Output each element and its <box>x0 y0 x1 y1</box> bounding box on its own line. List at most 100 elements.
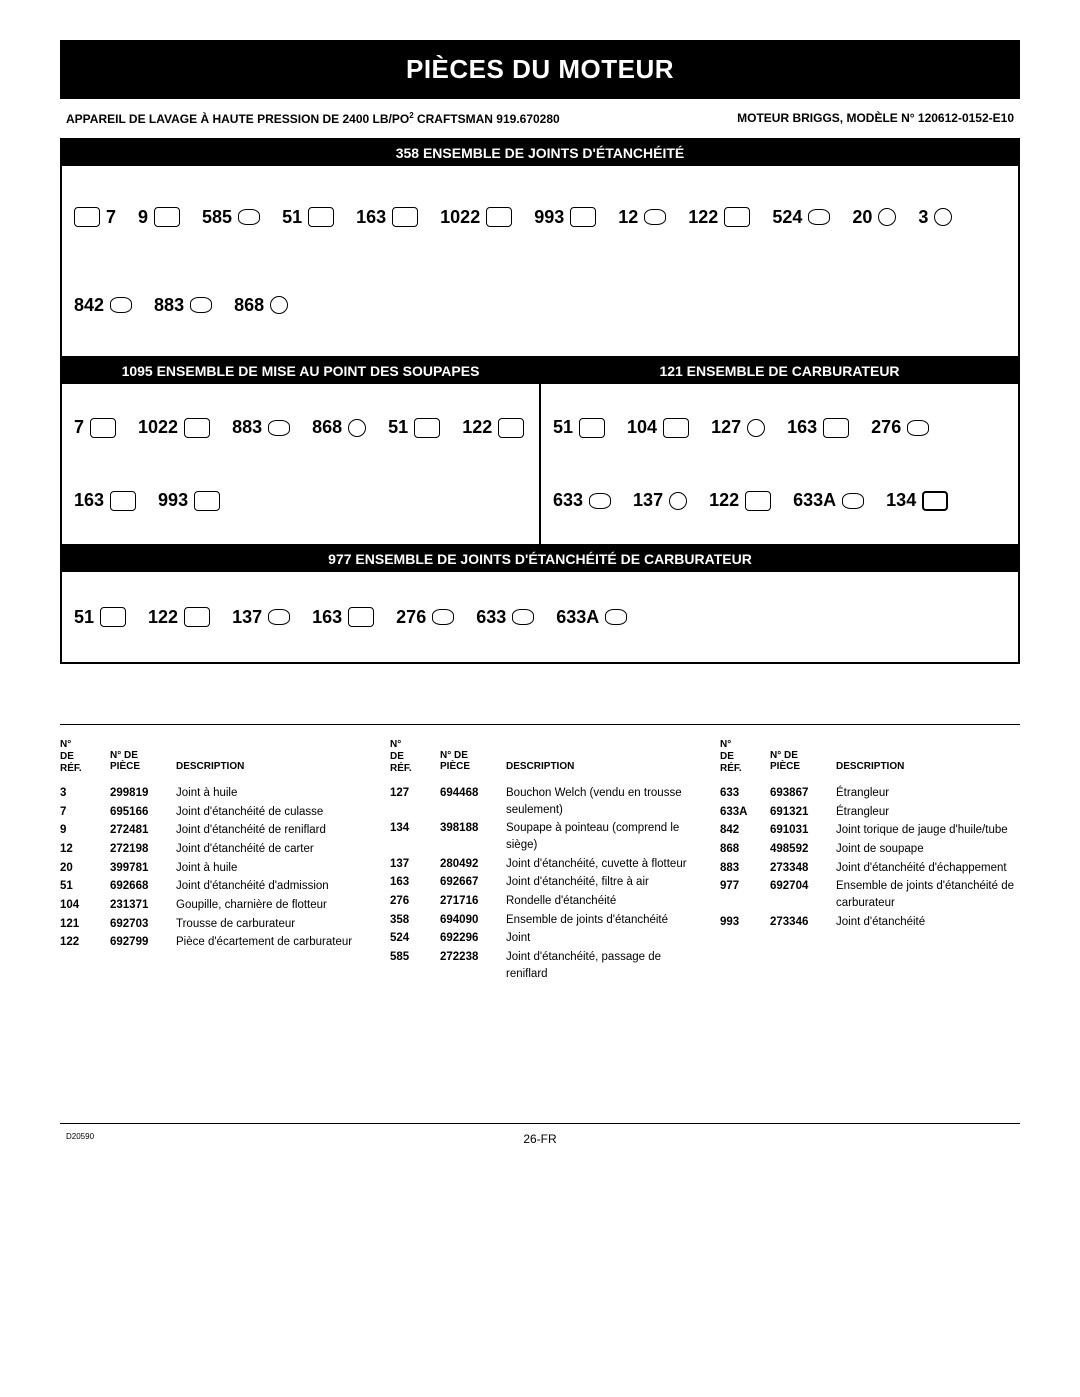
part-number: 273346 <box>770 914 836 931</box>
part-number: 271716 <box>440 893 506 910</box>
part-description: Bouchon Welch (vendu en trousse seulemen… <box>506 785 690 818</box>
oring-icon <box>808 209 830 225</box>
section-row-2: 1095 ENSEMBLE DE MISE AU POINT DES SOUPA… <box>62 358 1018 546</box>
section-358: 358 ENSEMBLE DE JOINTS D'ÉTANCHÉITÉ 7 9 … <box>62 140 1018 358</box>
table-row: 137280492Joint d'étanchéité, cuvette à f… <box>390 856 690 873</box>
ref-number: 993 <box>720 914 770 931</box>
table-row: 842691031Joint torique de jauge d'huile/… <box>720 822 1020 839</box>
ref-number: 137 <box>390 856 440 873</box>
section-1095-head: 1095 ENSEMBLE DE MISE AU POINT DES SOUPA… <box>62 358 539 384</box>
table-row: 9272481Joint d'étanchéité de reniflard <box>60 822 360 839</box>
gasket-icon <box>100 607 126 627</box>
parts-table: N°DERÉF. N° DEPIÈCE DESCRIPTION 3299819J… <box>60 724 1020 1124</box>
part-label: 1022 <box>440 207 512 228</box>
gasket-icon <box>669 492 687 510</box>
part-label: 51 <box>388 417 440 438</box>
part-number: 272198 <box>110 841 176 858</box>
part-label: 7 <box>74 417 116 438</box>
table-rows-2: 127694468Bouchon Welch (vendu en trousse… <box>390 785 690 982</box>
page-number: 26-FR <box>523 1132 556 1146</box>
gasket-icon <box>414 418 440 438</box>
part-description: Trousse de carburateur <box>176 916 360 933</box>
table-rows-1: 3299819Joint à huile7695166Joint d'étanc… <box>60 785 360 951</box>
part-label: 163 <box>356 207 418 228</box>
table-row: 20399781Joint à huile <box>60 860 360 877</box>
ref-number: 7 <box>60 804 110 821</box>
part-label: 163 <box>312 607 374 628</box>
subheader-left: APPAREIL DE LAVAGE À HAUTE PRESSION DE 2… <box>66 111 560 126</box>
part-label: 633 <box>553 490 611 511</box>
gasket-icon <box>570 207 596 227</box>
part-description: Joint de soupape <box>836 841 1020 858</box>
ref-number: 51 <box>60 878 110 895</box>
gasket-icon <box>823 418 849 438</box>
subheader-right: MOTEUR BRIGGS, MODÈLE N° 120612-0152-E10 <box>737 111 1014 126</box>
table-row: 993273346Joint d'étanchéité <box>720 914 1020 931</box>
part-label: 137 <box>232 607 290 628</box>
gasket-icon <box>498 418 524 438</box>
table-row: 104231371Goupille, charnière de flotteur <box>60 897 360 914</box>
ref-number: 121 <box>60 916 110 933</box>
subheader: APPAREIL DE LAVAGE À HAUTE PRESSION DE 2… <box>60 107 1020 138</box>
gasket-icon <box>184 418 210 438</box>
parts-column-1: N°DERÉF. N° DEPIÈCE DESCRIPTION 3299819J… <box>60 739 360 1063</box>
washer-icon <box>907 420 929 436</box>
part-number: 692668 <box>110 878 176 895</box>
ref-number: 585 <box>390 949 440 982</box>
page-title: PIÈCES DU MOTEUR <box>60 40 1020 99</box>
choke-icon <box>842 493 864 509</box>
part-label: 633A <box>793 490 864 511</box>
table-row: 633693867Étrangleur <box>720 785 1020 802</box>
oring-icon <box>878 208 896 226</box>
part-label: 51 <box>553 417 605 438</box>
part-description: Joint d'étanchéité de culasse <box>176 804 360 821</box>
part-number: 692799 <box>110 934 176 951</box>
diagram-1095: 7 1022 883 868 51 122 163 993 <box>74 394 527 534</box>
ref-number: 977 <box>720 878 770 911</box>
part-label: 163 <box>787 417 849 438</box>
oring-icon <box>934 208 952 226</box>
part-description: Joint d'étanchéité, passage de reniflard <box>506 949 690 982</box>
part-description: Ensemble de joints d'étanchéité <box>506 912 690 929</box>
table-row: 276271716Rondelle d'étanchéité <box>390 893 690 910</box>
diagram-358: 7 9 585 51 163 1022 993 12 122 524 20 3 … <box>74 176 1006 346</box>
part-description: Joint d'étanchéité de carter <box>176 841 360 858</box>
table-row: 121692703Trousse de carburateur <box>60 916 360 933</box>
table-header: N°DERÉF. N° DEPIÈCE DESCRIPTION <box>60 739 360 775</box>
section-358-head: 358 ENSEMBLE DE JOINTS D'ÉTANCHÉITÉ <box>62 140 1018 166</box>
ref-number: 134 <box>390 820 440 853</box>
ref-number: 358 <box>390 912 440 929</box>
part-label: 276 <box>396 607 454 628</box>
part-description: Soupape à pointeau (comprend le siège) <box>506 820 690 853</box>
part-number: 273348 <box>770 860 836 877</box>
section-1095-body: 7 1022 883 868 51 122 163 993 <box>62 384 539 544</box>
valve-icon <box>922 491 948 511</box>
part-label: 633 <box>476 607 534 628</box>
part-label: 276 <box>871 417 929 438</box>
part-number: 498592 <box>770 841 836 858</box>
part-number: 695166 <box>110 804 176 821</box>
gasket-icon <box>486 207 512 227</box>
gasket-icon <box>644 209 666 225</box>
ref-number: 122 <box>60 934 110 951</box>
part-number: 398188 <box>440 820 506 853</box>
gasket-icon <box>348 607 374 627</box>
part-description: Joint d'étanchéité <box>836 914 1020 931</box>
part-label: 122 <box>462 417 524 438</box>
section-121-body: 51 104 127 163 276 633 137 122 633A 134 <box>541 384 1018 544</box>
part-number: 693867 <box>770 785 836 802</box>
section-121: 121 ENSEMBLE DE CARBURATEUR 51 104 127 1… <box>541 358 1018 546</box>
choke-icon <box>605 609 627 625</box>
table-row: 585272238Joint d'étanchéité, passage de … <box>390 949 690 982</box>
part-description: Rondelle d'étanchéité <box>506 893 690 910</box>
part-number: 692296 <box>440 930 506 947</box>
parts-column-2: N°DERÉF. N° DEPIÈCE DESCRIPTION 12769446… <box>390 739 690 1063</box>
part-description: Pièce d'écartement de carburateur <box>176 934 360 951</box>
gasket-icon <box>184 607 210 627</box>
part-number: 272481 <box>110 822 176 839</box>
parts-column-3: N°DERÉF. N° DEPIÈCE DESCRIPTION 63369386… <box>720 739 1020 1063</box>
part-label: 868 <box>234 295 288 316</box>
plug-icon <box>747 419 765 437</box>
doc-code: D20590 <box>66 1132 94 1141</box>
part-label: 122 <box>709 490 771 511</box>
